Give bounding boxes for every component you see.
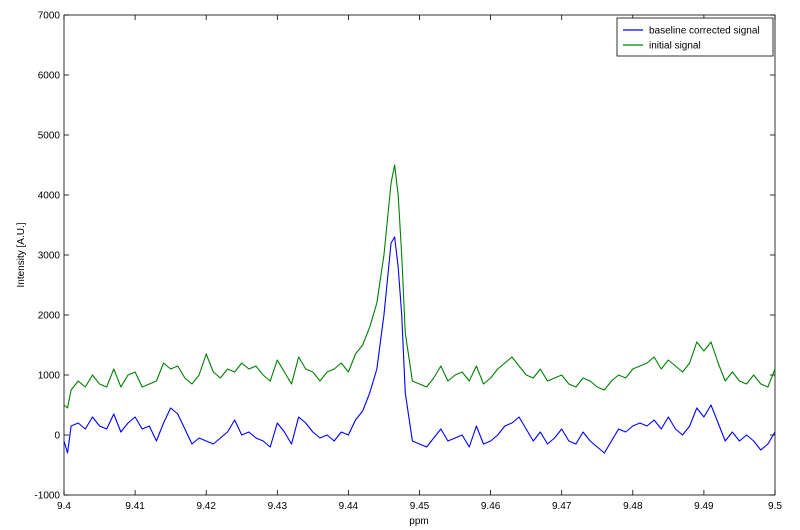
legend-label-initial: initial signal <box>649 41 701 52</box>
y-tick-label: 1000 <box>38 371 61 382</box>
x-tick-label: 9.48 <box>623 501 643 512</box>
legend-box <box>616 17 774 57</box>
y-tick-label: 0 <box>54 431 60 442</box>
y-tick-label: 2000 <box>38 311 61 322</box>
x-tick-label: 9.47 <box>552 501 572 512</box>
y-tick-label: -1000 <box>34 491 60 502</box>
x-tick-label: 9.44 <box>339 501 359 512</box>
y-tick-label: 6000 <box>38 71 61 82</box>
x-tick-label: 9.5 <box>768 501 782 512</box>
y-axis-label: Intensity [A.U.] <box>16 222 27 287</box>
x-tick-label: 9.45 <box>410 501 430 512</box>
x-tick-label: 9.41 <box>125 501 145 512</box>
series-line-baseline-corrected <box>63 236 776 454</box>
x-tick-label: 9.42 <box>196 501 216 512</box>
x-tick-label: 9.4 <box>57 501 71 512</box>
y-tick-label: 7000 <box>38 11 61 22</box>
legend-label-baseline-corrected: baseline corrected signal <box>649 26 760 37</box>
x-tick-label: 9.46 <box>481 501 501 512</box>
y-tick-label: 3000 <box>38 251 61 262</box>
x-tick-label: 9.43 <box>268 501 288 512</box>
series-line-initial <box>63 164 776 409</box>
plot-area: 9.4 9.41 9.42 9.43 9.44 9.45 9.46 9.47 9.48 9.49 9… <box>34 11 782 513</box>
legend: baseline corrected signal initial signal <box>616 17 774 57</box>
x-tick-label: 9.49 <box>694 501 714 512</box>
x-axis-label: ppm <box>409 516 428 527</box>
y-tick-label: 4000 <box>38 191 61 202</box>
y-tick-label: 5000 <box>38 131 61 142</box>
